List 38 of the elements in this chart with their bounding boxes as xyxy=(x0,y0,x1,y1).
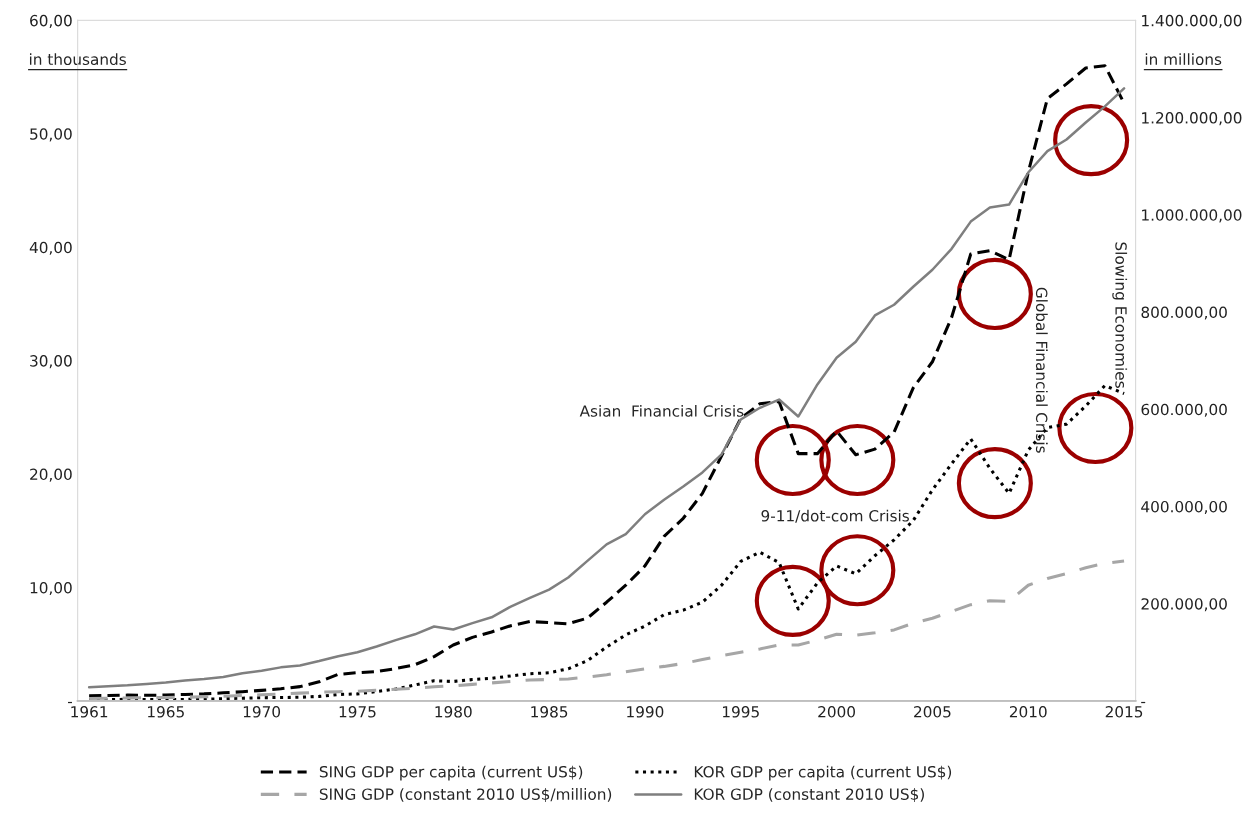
x-tick-label: 2010 xyxy=(1009,706,1047,718)
y-tick-label: 10,00 xyxy=(30,581,72,596)
y-tick-label: 50,00 xyxy=(30,128,72,142)
x-tick-label: 1965 xyxy=(148,706,184,718)
x-tick-label: 2015 xyxy=(1105,706,1143,718)
annotation: Asian Financial Crisis xyxy=(579,404,744,417)
y2-tick-label: 800.000,00 xyxy=(1141,306,1227,320)
annotation: Slowing Economies xyxy=(1112,242,1128,388)
y-tick-label: 40,00 xyxy=(29,241,72,255)
y2-tick-label: 600.000,00 xyxy=(1141,403,1227,417)
x-tick-label: 1990 xyxy=(627,706,664,718)
x-tick-label: 1961 xyxy=(71,706,108,718)
y-tick-label: 30,00 xyxy=(30,355,72,369)
y-tick-label: - xyxy=(68,701,73,704)
y-axis-title: in thousands xyxy=(29,53,126,66)
y-tick-label: 60,00 xyxy=(30,14,72,28)
y2-axis-title: in millions xyxy=(1145,53,1222,66)
legend-label: SING GDP (constant 2010 US$/million) xyxy=(319,788,612,802)
annotation: 9-11/dot-com Crisis xyxy=(761,509,909,523)
legend-label: KOR GDP (constant 2010 US$) xyxy=(694,788,924,802)
line-series xyxy=(87,559,1126,700)
y2-tick-label: 1.400.000,00 xyxy=(1142,14,1242,28)
y2-tick-label: 200.000,00 xyxy=(1141,598,1227,612)
x-tick-label: 1975 xyxy=(339,706,376,718)
y-tick-label: 20,00 xyxy=(30,468,72,482)
x-tick-label: 1995 xyxy=(722,706,759,718)
x-tick-label: 2000 xyxy=(818,706,856,718)
x-tick-label: 1980 xyxy=(435,706,472,718)
y2-tick-label: - xyxy=(1141,701,1146,704)
legend-label: KOR GDP per capita (current US$) xyxy=(694,765,952,781)
x-tick-label: 1970 xyxy=(243,706,281,718)
x-tick-label: 1985 xyxy=(531,706,568,718)
legend-label: SING GDP per capita (current US$) xyxy=(319,765,583,781)
y2-tick-label: 400.000,00 xyxy=(1141,500,1227,515)
y2-tick-label: 1.000.000,00 xyxy=(1142,209,1242,223)
x-tick-label: 2005 xyxy=(914,706,951,718)
y2-tick-label: 1.200.000,00 xyxy=(1142,112,1242,126)
annotation: Global Financial Crisis xyxy=(1035,287,1048,453)
